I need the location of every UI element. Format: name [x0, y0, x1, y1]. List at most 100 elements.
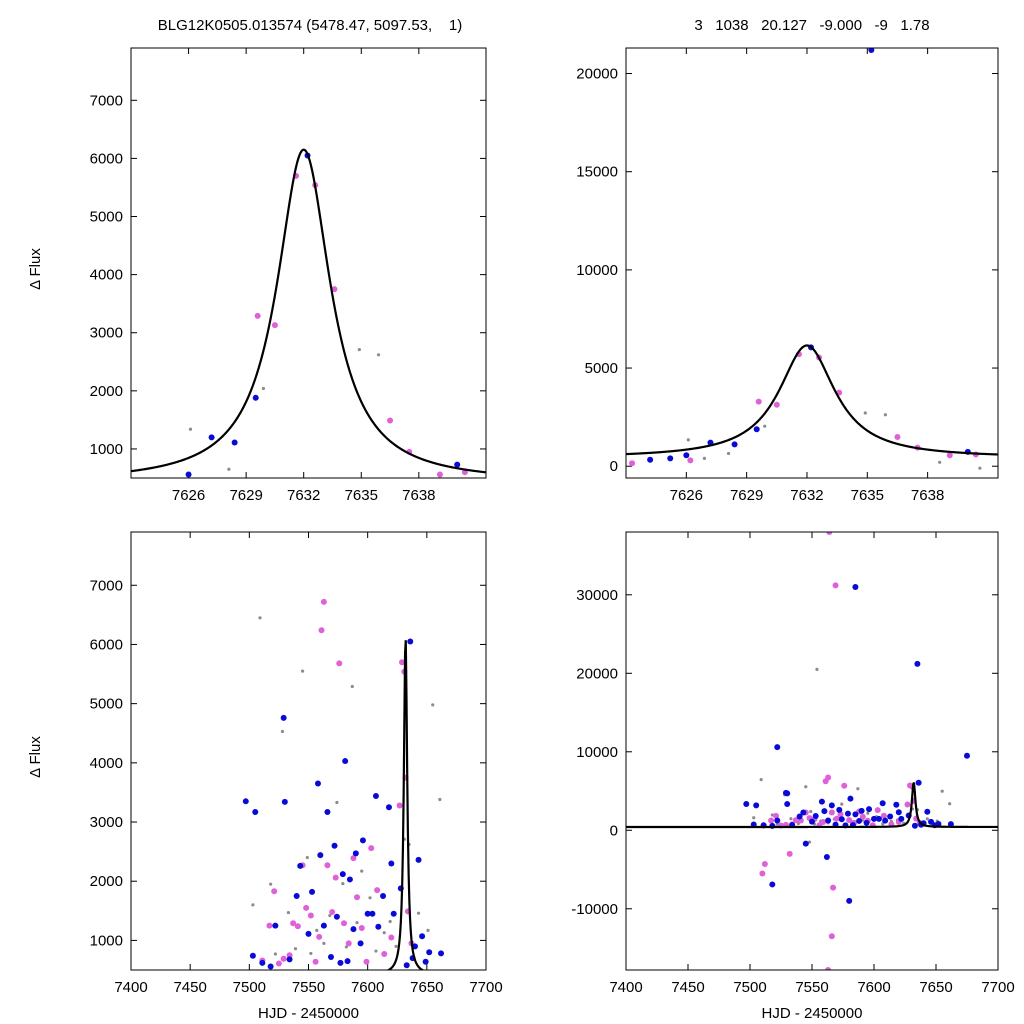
- data-point-blue: [846, 897, 853, 904]
- data-point-gray: [251, 903, 255, 907]
- data-point-gray: [269, 882, 273, 886]
- data-point-blue: [743, 800, 750, 807]
- y-tick-label: 3000: [90, 325, 123, 342]
- data-point-gray: [261, 386, 266, 391]
- data-point-blue: [372, 792, 379, 799]
- data-point-gray: [350, 684, 354, 689]
- data-point-gray: [305, 855, 309, 860]
- data-point-gray: [686, 438, 690, 442]
- data-point-blue: [915, 779, 922, 786]
- y-tick-label: 10000: [576, 262, 618, 279]
- data-point-blue: [324, 808, 331, 815]
- data-point-blue: [947, 821, 954, 828]
- data-point-magenta: [828, 933, 835, 940]
- data-point-blue: [825, 817, 832, 824]
- plot-frame: [625, 531, 999, 971]
- data-point-magenta: [271, 888, 278, 895]
- header-left: BLG12K0505.013574 (5478.47, 5097.53, 1): [158, 17, 462, 34]
- data-point-gray: [258, 616, 262, 620]
- data-point-blue: [375, 923, 382, 930]
- data-point-gray: [431, 703, 435, 707]
- data-point-blue: [924, 808, 931, 815]
- y-tick-label: 2000: [90, 383, 123, 400]
- data-point-blue: [809, 818, 815, 825]
- x-tick-label: 7626: [172, 487, 205, 504]
- data-point-magenta: [318, 627, 325, 634]
- data-point-blue: [331, 842, 338, 849]
- y-axis-label: Δ Flux: [27, 248, 44, 290]
- plot-frame: [625, 47, 999, 479]
- data-point-gray: [856, 787, 860, 791]
- data-point-blue: [309, 888, 316, 895]
- data-point-blue: [426, 949, 433, 956]
- y-tick-label: 6000: [90, 150, 123, 167]
- data-point-blue: [314, 780, 321, 787]
- data-point-gray: [322, 941, 326, 945]
- header-right: 3 1038 20.127 -9.000 -9 1.78: [694, 17, 929, 34]
- data-point-gray: [341, 881, 345, 886]
- data-point-blue: [731, 441, 738, 448]
- data-point-blue: [339, 871, 346, 878]
- data-point-blue: [753, 426, 760, 433]
- model-curve: [386, 640, 426, 970]
- model-curve: [131, 148, 486, 474]
- y-tick-label: 1000: [90, 441, 123, 458]
- y-tick-label: 5000: [585, 360, 618, 377]
- data-point-blue: [667, 455, 674, 462]
- data-point-blue: [812, 812, 819, 819]
- plot-area: [242, 598, 445, 970]
- data-point-blue: [422, 958, 429, 965]
- data-point-magenta: [374, 887, 381, 894]
- data-point-blue: [863, 819, 870, 826]
- data-point-magenta: [368, 845, 375, 852]
- data-point-blue: [879, 800, 886, 807]
- data-point-gray: [809, 809, 813, 814]
- x-tick-label: 7629: [730, 487, 763, 504]
- x-tick-label: 7400: [609, 979, 642, 996]
- y-tick-label: 7000: [90, 577, 123, 594]
- data-point-gray: [807, 840, 812, 844]
- data-point-magenta: [324, 862, 331, 869]
- data-point-gray: [426, 928, 430, 932]
- y-tick-label: 30000: [576, 587, 618, 604]
- x-tick-label: 7550: [795, 979, 828, 996]
- x-tick-label: 7638: [911, 487, 944, 504]
- y-tick-label: 0: [610, 822, 618, 839]
- data-point-blue: [352, 850, 359, 857]
- data-point-magenta: [859, 813, 866, 820]
- data-point-blue: [847, 795, 854, 802]
- data-point-gray: [438, 797, 442, 802]
- data-point-blue: [774, 744, 781, 751]
- data-point-magenta: [388, 934, 395, 941]
- data-point-magenta: [307, 912, 314, 919]
- data-point-blue: [317, 852, 324, 859]
- y-tick-label: 7000: [90, 92, 123, 109]
- data-point-blue: [249, 952, 256, 959]
- data-point-gray: [328, 913, 332, 918]
- data-point-magenta: [345, 940, 352, 947]
- data-point-gray: [309, 951, 313, 956]
- x-tick-label: 7700: [469, 979, 502, 996]
- data-point-gray: [286, 910, 290, 915]
- data-point-magenta: [825, 774, 832, 781]
- model-curve: [626, 344, 998, 456]
- x-tick-label: 7632: [287, 487, 320, 504]
- data-point-blue: [342, 758, 349, 765]
- data-point-gray: [726, 451, 731, 456]
- data-point-gray: [280, 729, 285, 734]
- data-point-gray: [702, 456, 707, 460]
- data-point-blue: [327, 953, 334, 960]
- data-point-magenta: [826, 532, 833, 535]
- data-point-gray: [866, 811, 870, 815]
- panel-zoom: 7626 7629 7632 7635 7638 1000 2000 3000 4000 5000…: [27, 47, 487, 504]
- data-point-magenta: [254, 312, 261, 319]
- x-tick-label: 7626: [670, 487, 703, 504]
- data-point-magenta: [316, 933, 323, 940]
- data-point-gray: [376, 353, 381, 357]
- x-tick-label: 7635: [345, 487, 378, 504]
- data-point-blue: [895, 809, 902, 816]
- data-point-blue: [403, 962, 410, 969]
- x-axis-label: HJD - 2450000: [762, 1005, 863, 1022]
- data-point-gray: [293, 947, 298, 951]
- data-point-blue: [344, 958, 351, 965]
